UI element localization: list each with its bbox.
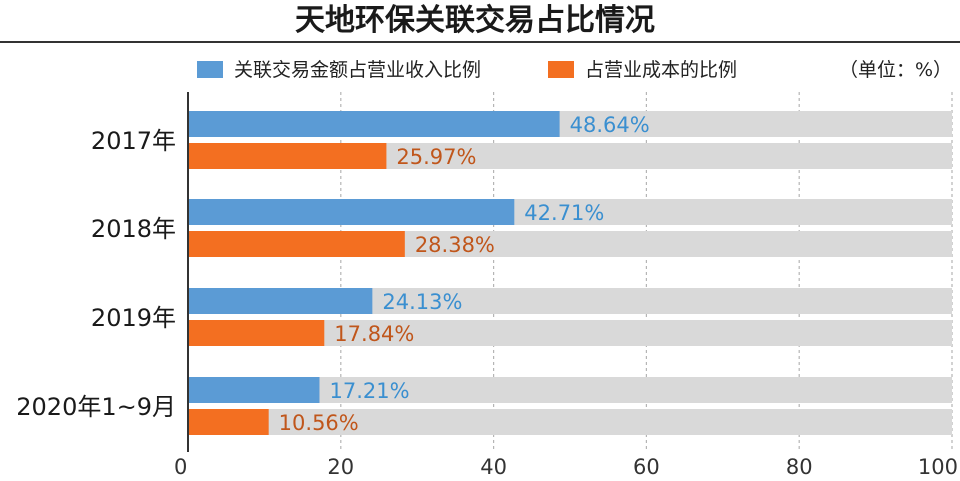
bar-value-label: 24.13% bbox=[382, 290, 462, 314]
category-label: 2019年 bbox=[91, 304, 176, 332]
x-tick-label: 60 bbox=[633, 455, 660, 479]
bar-layer bbox=[188, 111, 560, 435]
legend-swatch-series-1 bbox=[197, 61, 223, 78]
legend-label-series-2: 占营业成本的比例 bbox=[585, 59, 737, 81]
unit-note: （单位：%） bbox=[839, 59, 952, 81]
bar-series-2 bbox=[188, 320, 325, 346]
bar-series-1 bbox=[188, 377, 320, 403]
bar-value-label: 17.84% bbox=[334, 322, 414, 346]
bar-series-2 bbox=[188, 409, 269, 435]
bar-value-label: 42.71% bbox=[524, 201, 604, 225]
category-label: 2018年 bbox=[91, 215, 176, 243]
legend: 关联交易金额占营业收入比例 占营业成本的比例 （单位：%） bbox=[197, 59, 952, 81]
bar-series-1 bbox=[188, 111, 560, 137]
bar-value-label: 28.38% bbox=[415, 233, 495, 257]
label-layer: 48.64% 25.97% 42.71% 28.38% 24.13% 17.84% 17.2… bbox=[279, 113, 650, 435]
bar-series-1 bbox=[188, 199, 515, 225]
bar-value-label: 17.21% bbox=[329, 379, 409, 403]
bar-track bbox=[188, 409, 952, 435]
bar-value-label: 25.97% bbox=[396, 145, 476, 169]
legend-label-series-1: 关联交易金额占营业收入比例 bbox=[234, 59, 481, 81]
x-tick-label: 20 bbox=[327, 455, 354, 479]
bar-value-label: 48.64% bbox=[570, 113, 650, 137]
legend-swatch-series-2 bbox=[548, 61, 574, 78]
bar-series-2 bbox=[188, 143, 387, 169]
category-label: 2020年1~9月 bbox=[16, 393, 176, 421]
bar-value-label: 10.56% bbox=[279, 411, 359, 435]
bar-series-2 bbox=[188, 231, 405, 257]
chart-title: 天地环保关联交易占比情况 bbox=[295, 3, 655, 38]
x-tick-label: 0 bbox=[174, 455, 187, 479]
bar-series-1 bbox=[188, 288, 373, 314]
x-tick-label: 40 bbox=[480, 455, 507, 479]
axis-layer: 0 20 40 60 80 100 2017年 2018年 2019年 2020年1~9月 bbox=[16, 92, 958, 479]
category-label: 2017年 bbox=[91, 127, 176, 155]
x-tick-label: 80 bbox=[786, 455, 813, 479]
x-tick-label: 100 bbox=[918, 455, 958, 479]
